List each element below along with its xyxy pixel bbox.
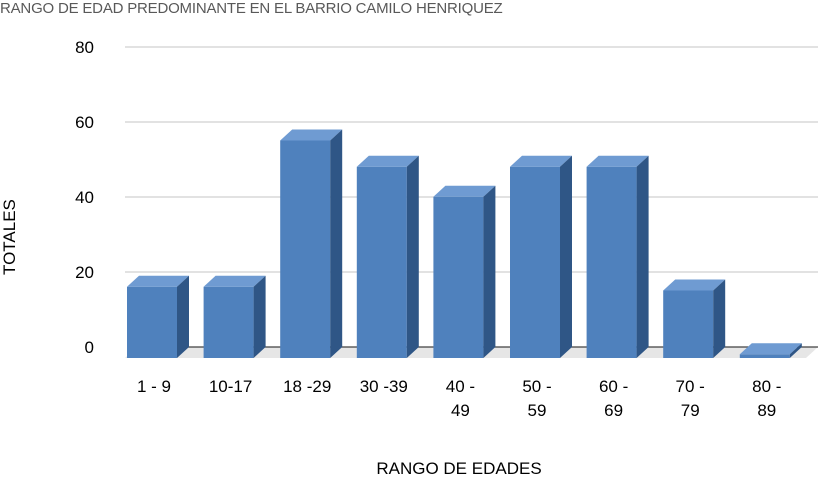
x-tick-label: 18 -29: [283, 377, 331, 396]
bar-front: [510, 166, 560, 358]
bar-front: [127, 286, 177, 358]
bar-top: [586, 155, 649, 167]
x-tick-label: 40 -49: [446, 377, 475, 420]
y-tick-label: 60: [75, 113, 94, 132]
x-tick-label: 70 -79: [676, 377, 705, 420]
bar: [663, 279, 726, 358]
bar-top: [663, 279, 726, 291]
y-tick-label: 80: [75, 38, 94, 57]
bar-top: [203, 275, 266, 287]
bar: [739, 343, 802, 358]
x-tick-label: 30 -39: [360, 377, 408, 396]
bar-front: [663, 290, 714, 358]
bar: [586, 155, 649, 358]
bar-side: [713, 279, 726, 358]
bar-side: [253, 275, 266, 358]
bar-top: [356, 155, 419, 167]
bar-front: [433, 196, 484, 358]
x-tick-label: 80 -89: [752, 377, 781, 420]
bar: [127, 275, 189, 358]
bar-top: [510, 155, 572, 167]
bar-side: [330, 129, 343, 358]
bar-side: [636, 155, 649, 358]
bar: [356, 155, 419, 358]
bar-front: [280, 140, 331, 358]
chart-title: RANGO DE EDAD PREDOMINANTE EN EL BARRIO …: [0, 0, 503, 17]
bar-front: [203, 286, 254, 358]
bar-top: [433, 185, 496, 197]
bar-side: [483, 185, 496, 358]
bar: [280, 129, 343, 358]
bar-front: [739, 354, 790, 358]
y-tick-label: 0: [85, 338, 94, 357]
bar-front: [586, 166, 637, 358]
x-axis-title: RANGO DE EDADES: [376, 459, 542, 478]
bar-side: [560, 155, 572, 358]
bar-side: [789, 343, 802, 358]
x-tick-label: 60 -69: [599, 377, 628, 420]
y-tick-label: 20: [75, 263, 94, 282]
x-axis-ticks: 1 - 9 10-17 18 -29 30 -39 40 -49 50 -59 60 -69…: [137, 377, 781, 420]
bar: [203, 275, 266, 358]
y-tick-label: 40: [75, 188, 94, 207]
x-tick-label: 1 - 9: [137, 377, 171, 396]
bar-front: [356, 166, 407, 358]
y-axis-title: TOTALES: [0, 199, 19, 275]
bar: [433, 185, 496, 358]
y-axis-ticks: 0 20 40 60 80: [75, 38, 94, 357]
bar-top: [280, 129, 343, 141]
bar: [510, 155, 572, 358]
bar-top: [127, 275, 189, 287]
y-axis-title-wrapper: TOTALES: [0, 199, 24, 275]
bar-side: [406, 155, 419, 358]
x-tick-label: 50 -59: [522, 377, 551, 420]
bar-top: [739, 343, 802, 355]
bar-side: [177, 275, 189, 358]
x-tick-label: 10-17: [209, 377, 252, 396]
bars: [127, 129, 802, 358]
